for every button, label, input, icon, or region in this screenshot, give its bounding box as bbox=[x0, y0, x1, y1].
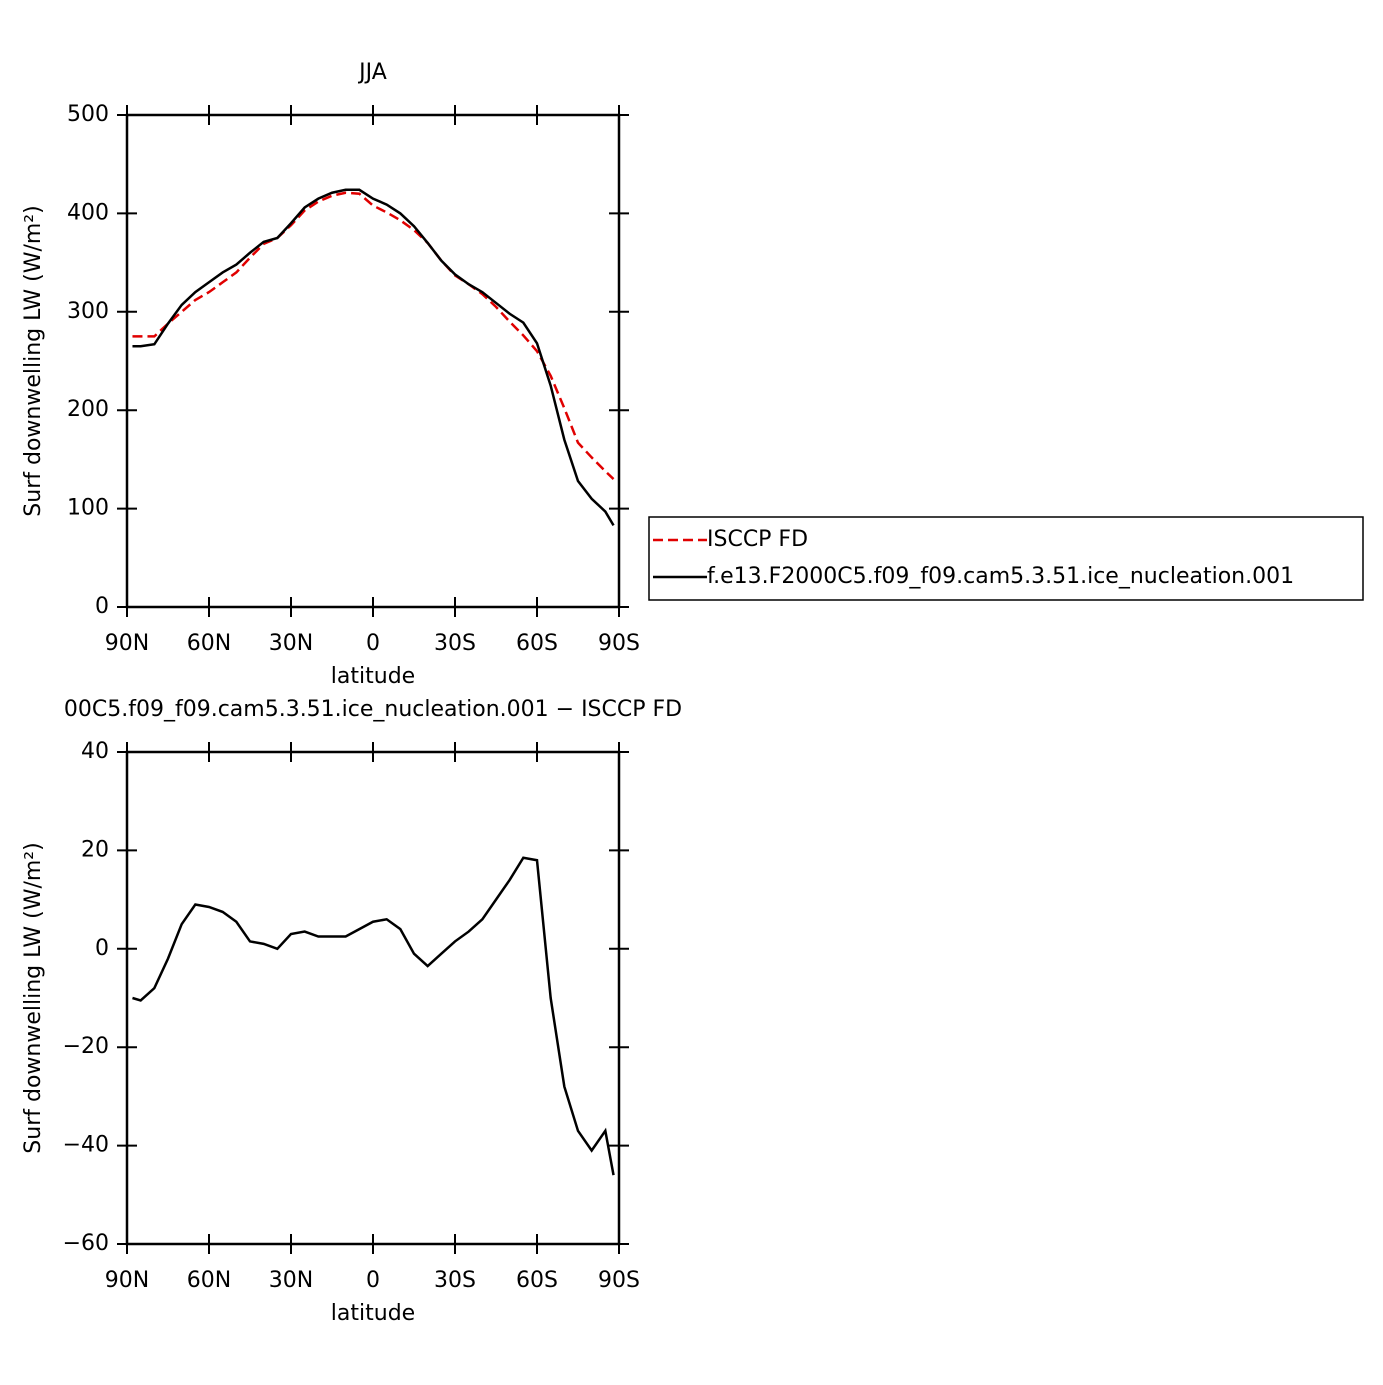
legend-label: ISCCP FD bbox=[707, 527, 808, 552]
y-tick-label: −40 bbox=[63, 1133, 109, 1158]
x-tick-label: 0 bbox=[366, 1268, 380, 1293]
y-tick-label: 0 bbox=[95, 936, 109, 961]
legend-box bbox=[648, 516, 1364, 601]
y-tick-label: 200 bbox=[67, 397, 109, 422]
y-tick-label: 100 bbox=[67, 496, 109, 521]
y-tick-label: 500 bbox=[67, 102, 109, 127]
x-tick-label: 90N bbox=[105, 631, 149, 656]
x-tick-label: 30S bbox=[434, 1268, 476, 1293]
data-line bbox=[132, 188, 615, 526]
y-tick-label: −60 bbox=[63, 1231, 109, 1256]
y-tick-label: −20 bbox=[63, 1034, 109, 1059]
x-tick-label: 90S bbox=[598, 631, 640, 656]
data-line bbox=[132, 191, 615, 480]
x-tick-label: 0 bbox=[366, 631, 380, 656]
y-tick-label: 40 bbox=[81, 739, 109, 764]
x-tick-label: 60S bbox=[516, 631, 558, 656]
legend-label: f.e13.F2000C5.f09_f09.cam5.3.51.ice_nucl… bbox=[707, 564, 1294, 589]
data-line bbox=[132, 856, 615, 1176]
plot-frame bbox=[125, 113, 621, 609]
plot-frame bbox=[125, 750, 621, 1246]
x-tick-label: 30N bbox=[269, 631, 313, 656]
x-tick-label: 30S bbox=[434, 631, 476, 656]
y-tick-label: 0 bbox=[95, 594, 109, 619]
y-tick-label: 20 bbox=[81, 837, 109, 862]
chart-title: 00C5.f09_f09.cam5.3.51.ice_nucleation.00… bbox=[64, 697, 682, 722]
x-axis-label: latitude bbox=[331, 664, 415, 689]
y-axis-label: Surf downwelling LW (W/m²) bbox=[21, 842, 46, 1153]
x-tick-label: 60N bbox=[187, 631, 231, 656]
x-tick-label: 90S bbox=[598, 1268, 640, 1293]
x-tick-label: 60S bbox=[516, 1268, 558, 1293]
x-axis-label: latitude bbox=[331, 1301, 415, 1326]
x-tick-label: 30N bbox=[269, 1268, 313, 1293]
x-tick-label: 60N bbox=[187, 1268, 231, 1293]
y-tick-label: 300 bbox=[67, 299, 109, 324]
y-tick-label: 400 bbox=[67, 200, 109, 225]
chart-title: JJA bbox=[357, 60, 387, 85]
y-axis-label: Surf downwelling LW (W/m²) bbox=[21, 205, 46, 516]
x-tick-label: 90N bbox=[105, 1268, 149, 1293]
